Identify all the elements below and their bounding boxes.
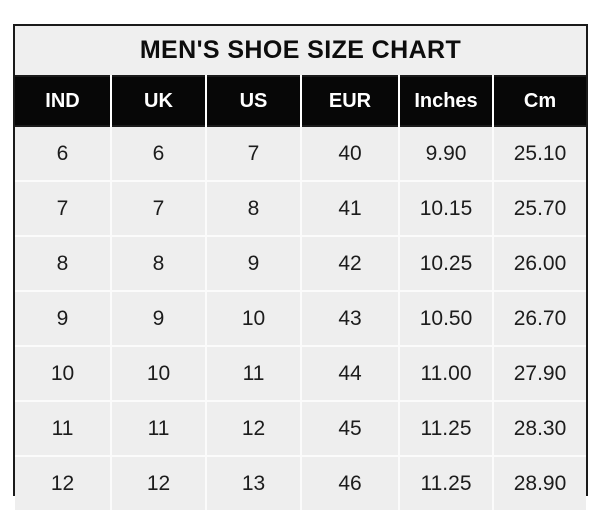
cell-eur: 45: [301, 400, 400, 456]
cell-us: 11: [206, 345, 302, 401]
cell-ind: 10: [15, 345, 112, 401]
cell-inches: 11.00: [399, 345, 494, 401]
cell-inches: 9.90: [399, 125, 494, 181]
cell-us: 13: [206, 455, 302, 510]
cell-eur: 41: [301, 180, 400, 236]
cell-inches: 10.50: [399, 290, 494, 346]
cell-uk: 10: [111, 345, 207, 401]
cell-cm: 28.90: [493, 455, 586, 510]
column-header-inches[interactable]: Inches: [399, 75, 494, 126]
cell-us: 9: [206, 235, 302, 291]
table-row: 12 12 13 46 11.25 28.90: [15, 455, 586, 510]
table-row: 7 7 8 41 10.15 25.70: [15, 180, 586, 236]
cell-uk: 11: [111, 400, 207, 456]
cell-inches: 11.25: [399, 400, 494, 456]
table-row: 10 10 11 44 11.00 27.90: [15, 345, 586, 401]
cell-us: 7: [206, 125, 302, 181]
cell-inches: 10.15: [399, 180, 494, 236]
cell-cm: 26.70: [493, 290, 586, 346]
cell-ind: 6: [15, 125, 112, 181]
column-header-cm[interactable]: Cm: [493, 75, 586, 126]
table-header-row: IND UK US EUR Inches Cm: [15, 75, 586, 126]
cell-uk: 9: [111, 290, 207, 346]
chart-title-band: MEN'S SHOE SIZE CHART: [15, 26, 586, 75]
table-row: 11 11 12 45 11.25 28.30: [15, 400, 586, 456]
cell-cm: 26.00: [493, 235, 586, 291]
cell-cm: 25.10: [493, 125, 586, 181]
shoe-size-table: IND UK US EUR Inches Cm 6 6 7 40 9.90 25…: [15, 75, 586, 510]
column-header-ind[interactable]: IND: [15, 75, 112, 126]
cell-uk: 12: [111, 455, 207, 510]
cell-cm: 27.90: [493, 345, 586, 401]
cell-eur: 44: [301, 345, 400, 401]
cell-ind: 8: [15, 235, 112, 291]
cell-cm: 25.70: [493, 180, 586, 236]
cell-inches: 10.25: [399, 235, 494, 291]
cell-eur: 42: [301, 235, 400, 291]
cell-us: 8: [206, 180, 302, 236]
table-body: 6 6 7 40 9.90 25.10 7 7 8 41 10.15 25.70…: [15, 125, 586, 510]
cell-ind: 9: [15, 290, 112, 346]
size-chart-frame: MEN'S SHOE SIZE CHART IND UK US EUR Inch…: [13, 24, 588, 510]
cell-eur: 40: [301, 125, 400, 181]
cell-us: 10: [206, 290, 302, 346]
page-title: MEN'S SHOE SIZE CHART: [139, 36, 462, 64]
column-header-uk[interactable]: UK: [111, 75, 207, 126]
cell-uk: 7: [111, 180, 207, 236]
cell-inches: 11.25: [399, 455, 494, 510]
cell-uk: 8: [111, 235, 207, 291]
cell-eur: 43: [301, 290, 400, 346]
cell-us: 12: [206, 400, 302, 456]
column-header-eur[interactable]: EUR: [301, 75, 400, 126]
table-row: 8 8 9 42 10.25 26.00: [15, 235, 586, 291]
table-row: 9 9 10 43 10.50 26.70: [15, 290, 586, 346]
cell-cm: 28.30: [493, 400, 586, 456]
column-header-us[interactable]: US: [206, 75, 302, 126]
cell-ind: 11: [15, 400, 112, 456]
cell-uk: 6: [111, 125, 207, 181]
cell-ind: 7: [15, 180, 112, 236]
table-row: 6 6 7 40 9.90 25.10: [15, 125, 586, 181]
cell-eur: 46: [301, 455, 400, 510]
cell-ind: 12: [15, 455, 112, 510]
